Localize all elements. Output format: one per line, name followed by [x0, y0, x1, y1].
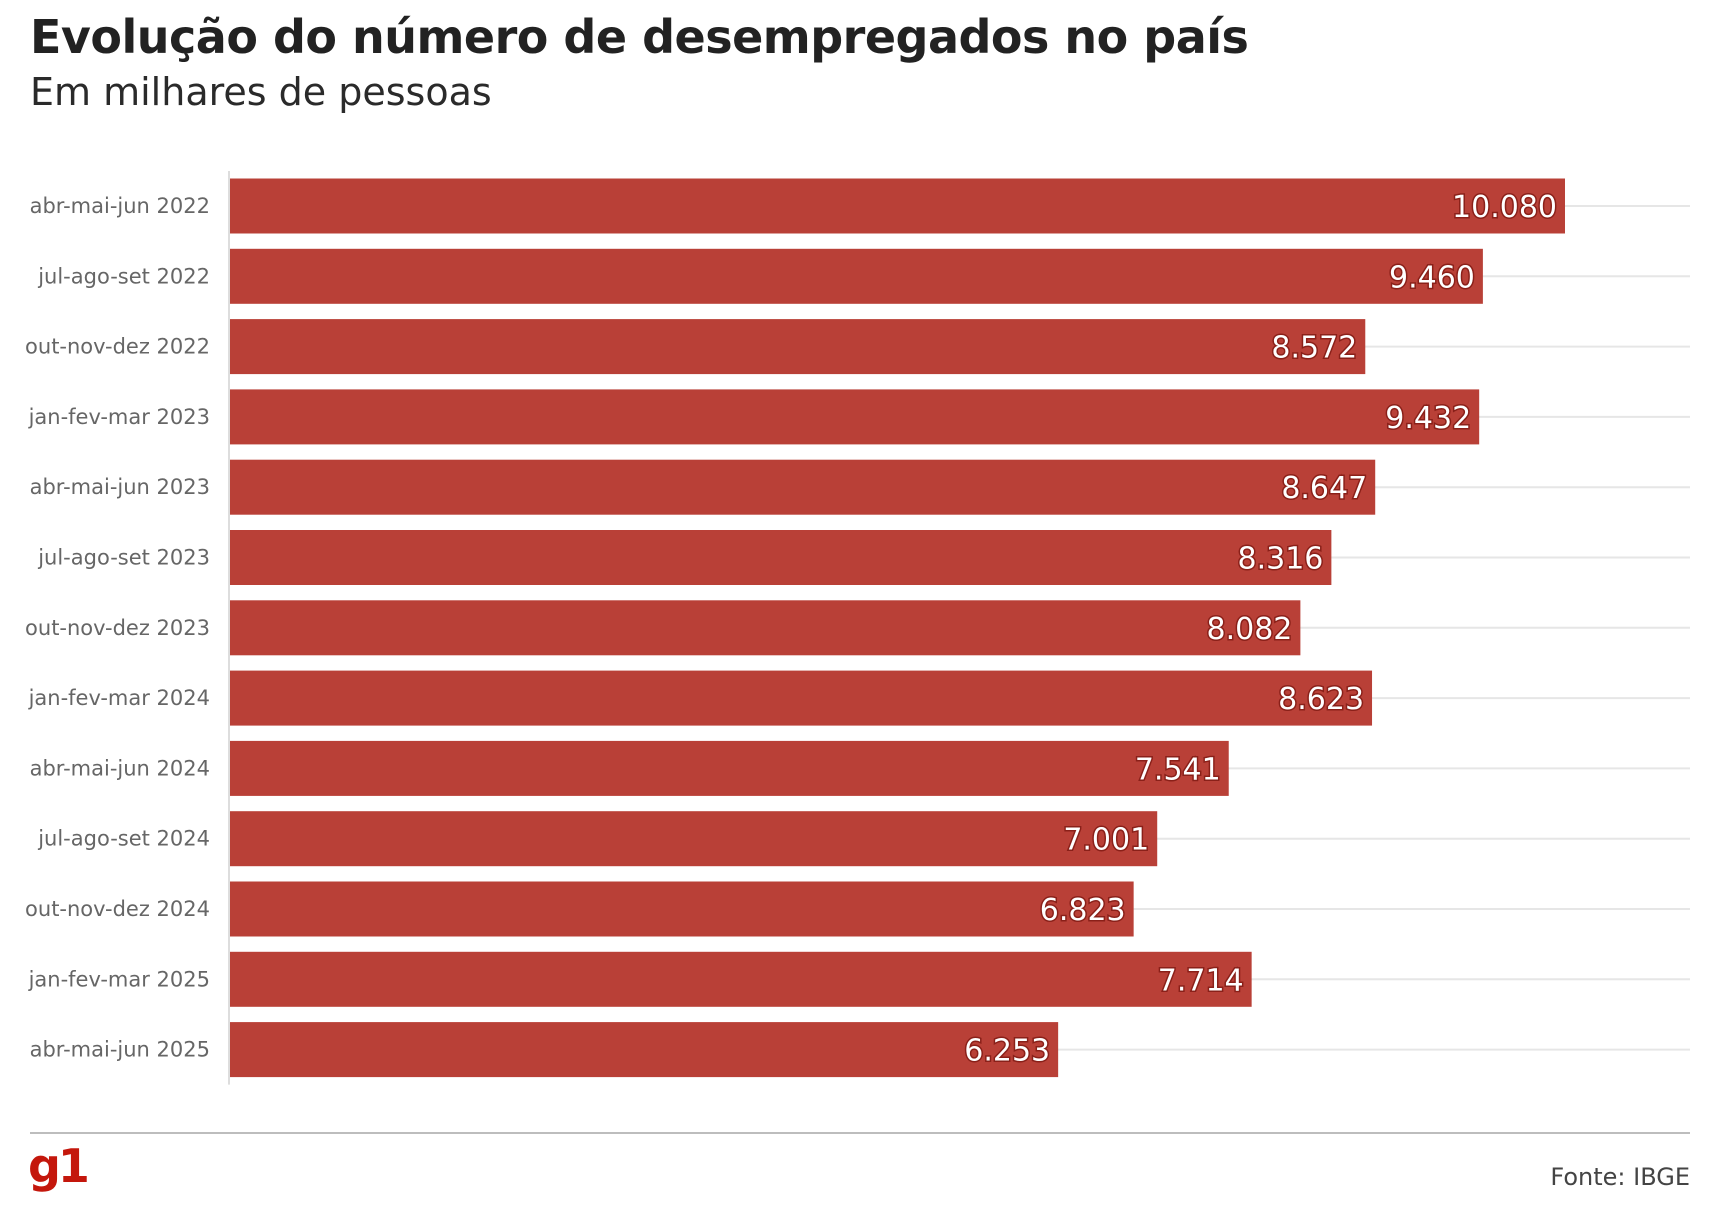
bar-5 [230, 530, 1332, 585]
category-label: abr-mai-jun 2022 [30, 194, 210, 218]
bar-10 [230, 881, 1134, 937]
category-label: abr-mai-jun 2025 [30, 1038, 210, 1062]
category-label: jul-ago-set 2023 [37, 546, 210, 570]
value-label: 8.316 [1237, 542, 1323, 577]
g1-logo: g1 [28, 1139, 90, 1193]
bar-3 [230, 389, 1480, 445]
value-label: 9.432 [1385, 401, 1471, 436]
value-label: 8.623 [1278, 682, 1364, 717]
source-note: Fonte: IBGE [1550, 1163, 1690, 1191]
bar-0 [230, 178, 1565, 234]
bar-chart: abr-mai-jun 2022 10.080 jul-ago-set 2022 9.… [25, 171, 1690, 1085]
chart-title: Evolução do número de desempregados no p… [30, 10, 1249, 64]
category-label: out-nov-dez 2023 [25, 616, 210, 640]
category-label: jul-ago-set 2024 [37, 827, 210, 851]
bar-6 [230, 600, 1301, 656]
value-label: 8.572 [1271, 331, 1357, 366]
value-label: 7.541 [1135, 752, 1221, 787]
bar-9 [230, 811, 1158, 867]
value-label: 8.647 [1281, 471, 1367, 506]
value-label: 7.001 [1063, 823, 1149, 858]
bar-7 [230, 670, 1373, 726]
value-label: 6.253 [964, 1034, 1050, 1069]
value-label: 9.460 [1389, 260, 1475, 295]
category-label: out-nov-dez 2024 [25, 897, 210, 921]
bar-8 [230, 740, 1229, 796]
category-label: abr-mai-jun 2024 [30, 756, 210, 780]
footer-divider [30, 1132, 1690, 1134]
category-label: jul-ago-set 2022 [37, 264, 210, 288]
value-label: 7.714 [1158, 963, 1244, 998]
category-label: jan-fev-mar 2023 [28, 405, 210, 429]
chart-subtitle: Em milhares de pessoas [30, 70, 492, 114]
value-label: 8.082 [1206, 612, 1292, 647]
value-label: 10.080 [1452, 190, 1557, 225]
bar-2 [230, 319, 1366, 375]
bar-1 [230, 248, 1483, 304]
bar-12 [230, 1022, 1059, 1078]
value-label: 6.823 [1040, 893, 1126, 928]
category-label: jan-fev-mar 2025 [28, 967, 210, 991]
category-label: out-nov-dez 2022 [25, 335, 210, 359]
category-label: jan-fev-mar 2024 [28, 686, 210, 710]
bar-11 [230, 951, 1252, 1007]
category-label: abr-mai-jun 2023 [30, 475, 210, 499]
bar-4 [230, 459, 1376, 515]
